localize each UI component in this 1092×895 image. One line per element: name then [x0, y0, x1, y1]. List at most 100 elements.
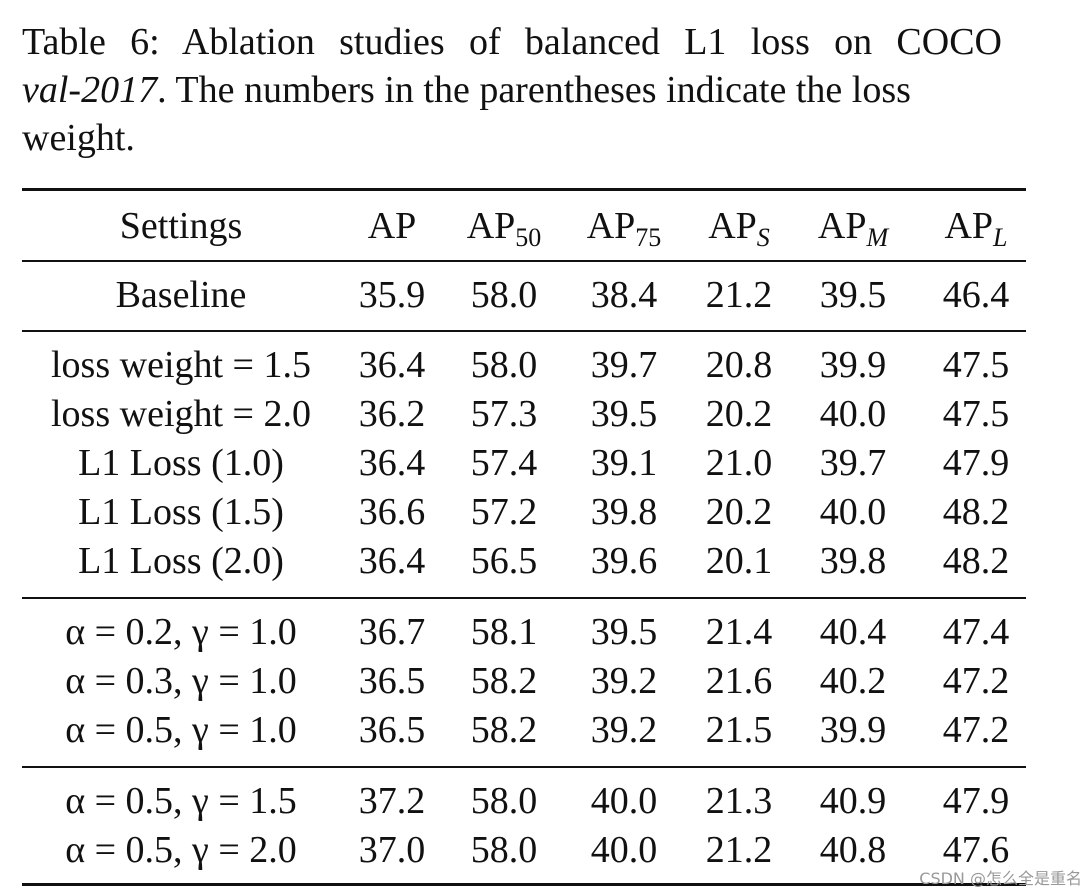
cell-ap: 36.4	[358, 540, 426, 582]
row-setting: α = 0.3, γ = 1.0	[65, 660, 297, 702]
cell-apm: 39.9	[819, 709, 887, 751]
table-top-rule	[22, 188, 1026, 191]
cell-ap50: 58.0	[470, 344, 538, 386]
cell-aps: 21.3	[705, 780, 773, 822]
row-setting: Baseline	[115, 274, 247, 316]
group-rule	[22, 330, 1026, 332]
cell-apm: 40.2	[819, 660, 887, 702]
cell-aps: 20.8	[705, 344, 773, 386]
cell-ap: 36.5	[358, 660, 426, 702]
cell-ap75: 40.0	[590, 829, 658, 871]
cell-ap: 36.4	[358, 344, 426, 386]
cell-ap: 36.5	[358, 709, 426, 751]
table-row: loss weight = 2.0 36.2 57.3 39.5 20.2 40…	[22, 390, 1026, 439]
cell-ap75: 39.7	[590, 344, 658, 386]
header-apm-sub: M	[866, 223, 889, 252]
cell-aps: 20.1	[705, 540, 773, 582]
cell-apl: 46.4	[942, 274, 1010, 316]
cell-apm: 40.0	[819, 393, 887, 435]
cell-ap75: 40.0	[590, 780, 658, 822]
header-ap50-sub: 50	[515, 223, 542, 252]
header-ap75-sub: 75	[635, 223, 662, 252]
cell-apl: 47.9	[942, 780, 1010, 822]
cell-ap: 37.2	[358, 780, 426, 822]
cell-aps: 21.6	[705, 660, 773, 702]
group-rule	[22, 766, 1026, 768]
row-setting: α = 0.5, γ = 1.5	[65, 780, 297, 822]
cell-ap: 36.4	[358, 442, 426, 484]
row-setting: L1 Loss (2.0)	[78, 540, 284, 582]
cell-apl: 48.2	[942, 540, 1010, 582]
cell-apm: 40.4	[819, 611, 887, 653]
table-row: Baseline 35.9 58.0 38.4 21.2 39.5 46.4	[22, 271, 1026, 320]
table-row: α = 0.5, γ = 1.5 37.2 58.0 40.0 21.3 40.…	[22, 777, 1026, 826]
caption-line-3: weight.	[22, 117, 135, 159]
row-setting: L1 Loss (1.0)	[78, 442, 284, 484]
header-apm: APM	[802, 202, 904, 251]
cell-ap: 35.9	[358, 274, 426, 316]
cell-ap50: 57.2	[470, 491, 538, 533]
cell-ap75: 39.5	[590, 611, 658, 653]
cell-ap75: 39.5	[590, 393, 658, 435]
cell-ap75: 38.4	[590, 274, 658, 316]
cell-ap75: 39.6	[590, 540, 658, 582]
header-ap50: AP50	[454, 202, 554, 251]
cell-ap75: 39.2	[590, 709, 658, 751]
cell-apm: 39.7	[819, 442, 887, 484]
cell-aps: 21.4	[705, 611, 773, 653]
header-aps: APS	[694, 202, 784, 251]
row-setting: loss weight = 2.0	[51, 393, 311, 435]
header-apm-base: AP	[817, 205, 867, 247]
watermark: CSDN @怎么全是重名	[919, 869, 1082, 888]
caption-dataset: val-2017	[22, 69, 158, 111]
cell-apm: 39.9	[819, 344, 887, 386]
table-row: α = 0.2, γ = 1.0 36.7 58.1 39.5 21.4 40.…	[22, 608, 1026, 657]
cell-aps: 21.2	[705, 274, 773, 316]
cell-ap: 36.2	[358, 393, 426, 435]
cell-aps: 21.2	[705, 829, 773, 871]
table-row: L1 Loss (1.5) 36.6 57.2 39.8 20.2 40.0 4…	[22, 488, 1026, 537]
cell-ap50: 58.0	[470, 274, 538, 316]
cell-aps: 20.2	[705, 393, 773, 435]
cell-apm: 40.0	[819, 491, 887, 533]
cell-aps: 21.5	[705, 709, 773, 751]
table-row: α = 0.5, γ = 2.0 37.0 58.0 40.0 21.2 40.…	[22, 826, 1026, 875]
cell-ap50: 58.2	[470, 660, 538, 702]
header-settings: Settings	[119, 205, 243, 247]
cell-apl: 48.2	[942, 491, 1010, 533]
cell-apm: 39.5	[819, 274, 887, 316]
table-row: L1 Loss (1.0) 36.4 57.4 39.1 21.0 39.7 4…	[22, 439, 1026, 488]
cell-aps: 21.0	[705, 442, 773, 484]
table-row: α = 0.3, γ = 1.0 36.5 58.2 39.2 21.6 40.…	[22, 657, 1026, 706]
cell-apl: 47.9	[942, 442, 1010, 484]
table-row: loss weight = 1.5 36.4 58.0 39.7 20.8 39…	[22, 341, 1026, 390]
row-setting: α = 0.5, γ = 2.0	[65, 829, 297, 871]
caption-line-2: val-2017. The numbers in the parentheses…	[22, 66, 1002, 114]
table-caption: Table 6: Ablation studies of balanced L1…	[22, 18, 1002, 162]
cell-apm: 39.8	[819, 540, 887, 582]
header-ap50-base: AP	[466, 205, 516, 247]
cell-ap50: 58.0	[470, 780, 538, 822]
cell-apl: 47.5	[942, 393, 1010, 435]
caption-line-1: Table 6: Ablation studies of balanced L1…	[22, 21, 1002, 63]
row-setting: α = 0.5, γ = 1.0	[65, 709, 297, 751]
cell-ap50: 57.3	[470, 393, 538, 435]
header-rule	[22, 260, 1026, 262]
cell-ap50: 58.2	[470, 709, 538, 751]
row-setting: α = 0.2, γ = 1.0	[65, 611, 297, 653]
cell-apl: 47.6	[942, 829, 1010, 871]
cell-ap50: 57.4	[470, 442, 538, 484]
table-row: α = 0.5, γ = 1.0 36.5 58.2 39.2 21.5 39.…	[22, 706, 1026, 755]
group-rule	[22, 597, 1026, 599]
cell-apm: 40.8	[819, 829, 887, 871]
cell-ap75: 39.1	[590, 442, 658, 484]
caption-line-2-rest: . The numbers in the parentheses indicat…	[157, 69, 911, 111]
row-setting: L1 Loss (1.5)	[78, 491, 284, 533]
header-aps-base: AP	[708, 205, 757, 247]
cell-ap: 36.7	[358, 611, 426, 653]
table-row: L1 Loss (2.0) 36.4 56.5 39.6 20.1 39.8 4…	[22, 537, 1026, 586]
row-setting: loss weight = 1.5	[51, 344, 311, 386]
header-apl-base: AP	[944, 205, 994, 247]
header-aps-sub: S	[756, 223, 770, 252]
cell-ap50: 56.5	[470, 540, 538, 582]
